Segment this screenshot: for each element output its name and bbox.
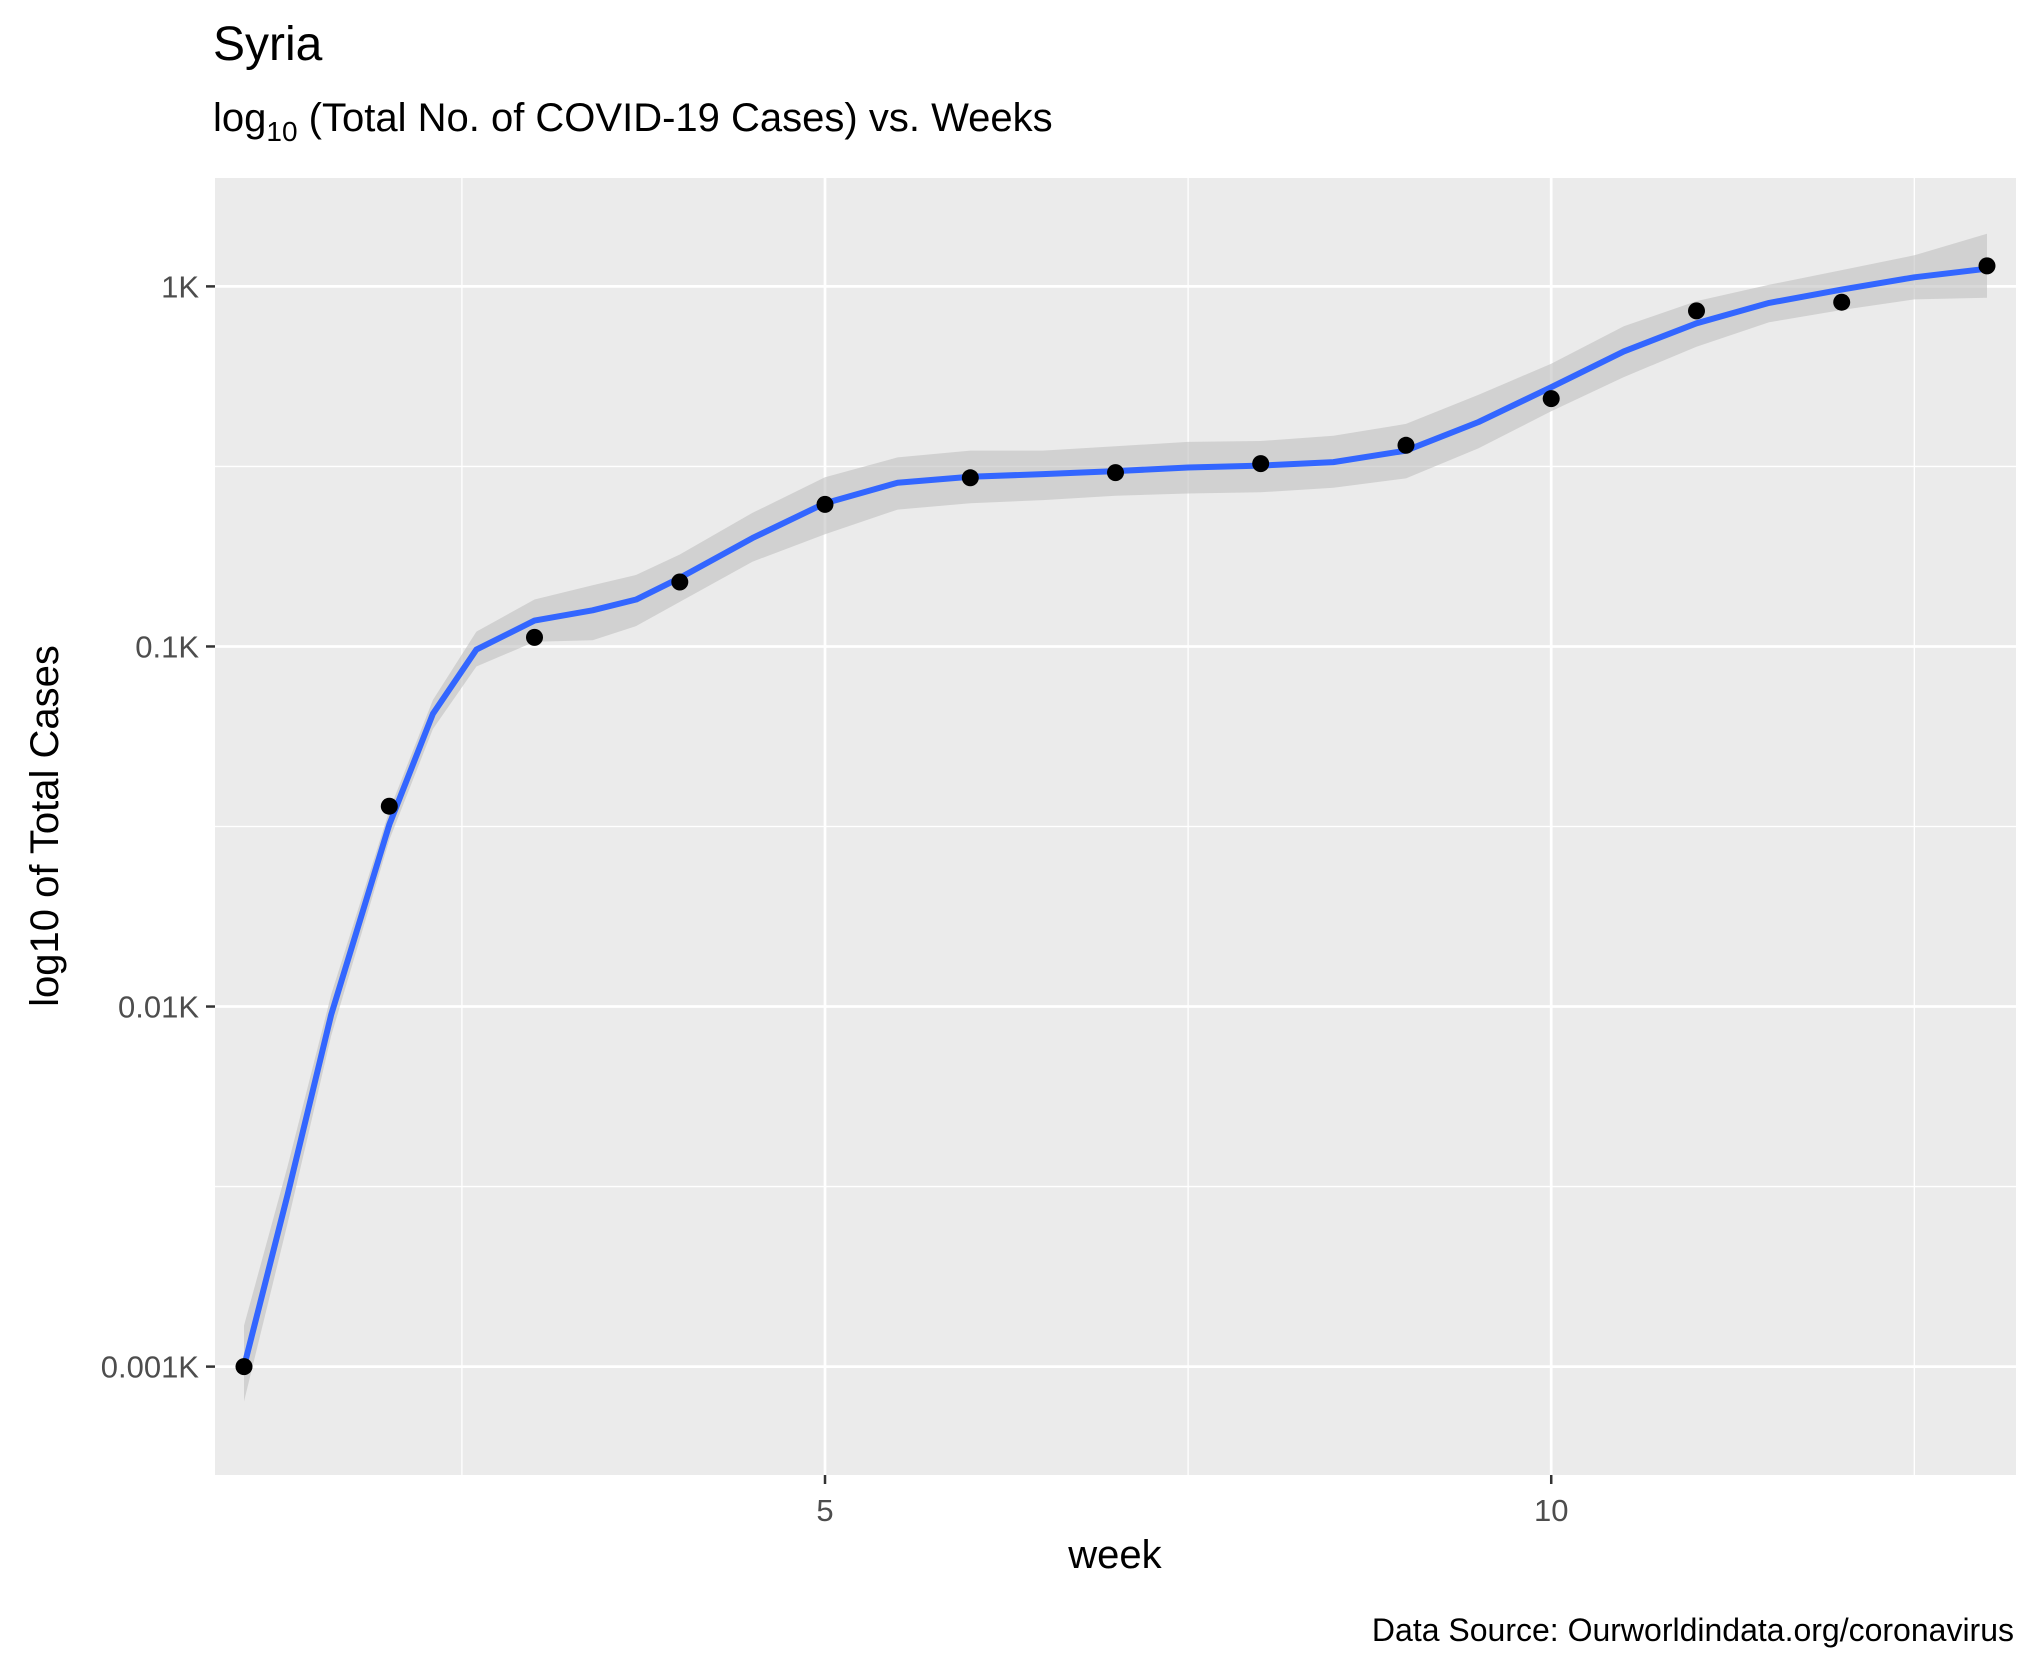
data-point (961, 469, 979, 487)
data-point (1107, 464, 1124, 482)
x-axis-tick-label: 5 (816, 1493, 833, 1528)
data-points-layer (235, 257, 1996, 1376)
chart-title: Syria (213, 18, 323, 71)
data-point (1833, 293, 1851, 311)
data-point (380, 797, 398, 815)
data-point (1252, 455, 1270, 473)
chart-caption: Data Source: Ourworldindata.org/coronavi… (1372, 1612, 2014, 1648)
data-point (671, 573, 689, 591)
data-point (1978, 257, 1996, 275)
data-point (1542, 390, 1560, 408)
chart-subtitle-suffix: (Total No. of COVID-19 Cases) vs. Weeks (298, 96, 1053, 140)
data-point (235, 1358, 253, 1376)
chart-subtitle-prefix: log (213, 96, 266, 140)
y-axis-tick-label: 0.001K (101, 1350, 200, 1385)
x-axis-tick-label: 10 (1534, 1493, 1568, 1528)
x-axis-title: week (1067, 1533, 1162, 1577)
y-axis-tick-label: 1K (161, 269, 199, 304)
y-axis-tick-label: 0.01K (118, 990, 199, 1025)
smooth-line-layer (241, 265, 1990, 1370)
x-axis: 5 10 (816, 1475, 1568, 1528)
y-axis-tick-label: 0.1K (135, 629, 199, 664)
chart-subtitle-subscript: 10 (266, 116, 297, 147)
y-axis: 0.001K 0.01K 0.1K 1K (101, 269, 215, 1385)
chart-subtitle: log10 (Total No. of COVID-19 Cases) vs. … (213, 96, 1053, 147)
data-point (816, 495, 834, 513)
smooth-trend-line (241, 265, 1990, 1370)
y-axis-title: log10 of Total Cases (23, 645, 67, 1007)
data-point (1688, 302, 1705, 320)
data-point (1397, 436, 1415, 454)
data-point (526, 628, 543, 646)
